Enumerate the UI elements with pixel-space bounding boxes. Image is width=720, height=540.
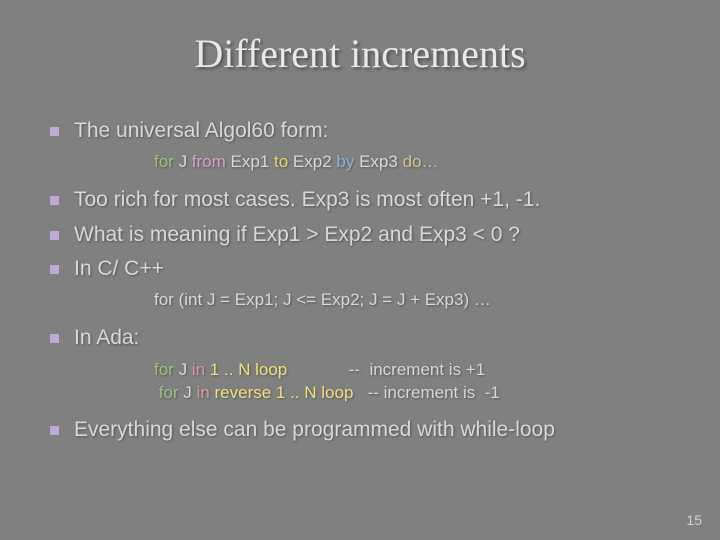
keyword-to: to xyxy=(274,152,293,171)
ada-code: for J in 1 .. N loop -- increment is +1 … xyxy=(154,359,680,405)
keyword-for: for xyxy=(154,360,179,379)
code-spacer xyxy=(353,383,367,402)
bullet-item: What is meaning if Exp1 > Exp2 and Exp3 … xyxy=(46,221,680,249)
code-text: Exp3 xyxy=(359,152,402,171)
page-number: 15 xyxy=(686,512,702,528)
bullet-text: In C/ C++ xyxy=(74,257,164,280)
bullet-item: The universal Algol60 form: for J from E… xyxy=(46,117,680,174)
slide: Different increments The universal Algol… xyxy=(0,0,720,540)
code-comment: -- increment is -1 xyxy=(368,383,500,402)
keyword-from: from xyxy=(192,152,231,171)
keyword-in: in xyxy=(197,383,215,402)
code-text: J xyxy=(179,360,192,379)
bullet-text: The universal Algol60 form: xyxy=(74,119,328,142)
code-text: Exp1 xyxy=(231,152,274,171)
bullet-item: Too rich for most cases. Exp3 is most of… xyxy=(46,186,680,214)
code-text: 1 .. N loop xyxy=(210,360,288,379)
algol-code: for J from Exp1 to Exp2 by Exp3 do… xyxy=(154,151,680,174)
code-comment: -- increment is +1 xyxy=(349,360,486,379)
bullet-text: What is meaning if Exp1 > Exp2 and Exp3 … xyxy=(74,223,520,246)
code-spacer xyxy=(287,360,348,379)
bullet-item: Everything else can be programmed with w… xyxy=(46,416,680,444)
keyword-by: by xyxy=(336,152,359,171)
bullet-text: Everything else can be programmed with w… xyxy=(74,418,555,441)
code-text: reverse 1 .. N loop xyxy=(215,383,354,402)
code-text: J xyxy=(179,152,192,171)
bullet-list: The universal Algol60 form: for J from E… xyxy=(40,117,680,445)
c-code: for (int J = Exp1; J <= Exp2; J = J + Ex… xyxy=(154,289,680,312)
slide-title: Different increments xyxy=(40,30,680,77)
code-text: Exp2 xyxy=(293,152,336,171)
code-text: J xyxy=(183,383,196,402)
bullet-item: In C/ C++ for (int J = Exp1; J <= Exp2; … xyxy=(46,255,680,312)
bullet-item: In Ada: for J in 1 .. N loop -- incremen… xyxy=(46,324,680,404)
bullet-text: In Ada: xyxy=(74,326,139,349)
bullet-text: Too rich for most cases. Exp3 is most of… xyxy=(74,188,540,211)
keyword-do: do… xyxy=(403,152,439,171)
keyword-for: for xyxy=(154,383,183,402)
keyword-for: for xyxy=(154,152,179,171)
keyword-in: in xyxy=(192,360,210,379)
